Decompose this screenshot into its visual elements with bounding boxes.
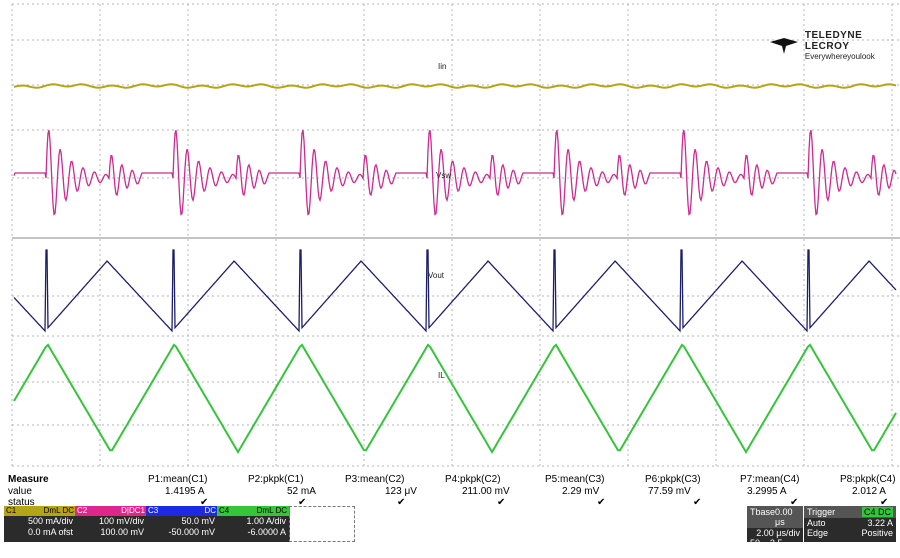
param-name-p8[interactable]: P8:pkpk(C4) [840,474,896,485]
trigger-box[interactable]: Trigger C4 DC Auto 3.22 A Edge Positive [804,506,896,542]
param-value-p8: 2.012 A [852,486,886,497]
il-label: IL [438,371,445,380]
channel-c4-offset: -6.0000 A [247,527,286,537]
channel-c4-vdiv: 1.00 A/div [246,516,286,526]
value-row-label: value [8,486,32,497]
grid-lines [11,3,900,467]
param-status-p8: ✔ [880,497,889,508]
trigger-mode: Auto [807,518,826,528]
param-value-p2: 52 mA [287,486,316,497]
timebase-rate: 2.5 GS/s [769,538,790,558]
waveforms [13,83,897,454]
trigger-type: Edge [807,528,829,538]
trigger-slope: Positive [861,528,893,538]
param-status-p4: ✔ [497,497,506,508]
channel-c4-box[interactable]: C4 DmL DC 1.00 A/div -6.0000 A [217,506,290,542]
param-value-p7: 3.2995 A [747,486,787,497]
param-name-p7[interactable]: P7:mean(C4) [740,474,800,485]
param-status-p7: ✔ [790,497,799,508]
timebase-label: Tbase [750,507,776,517]
measure-table: Measure P1:mean(C1) P2:pkpk(C1) P3:mean(… [0,470,900,510]
channel-c3-box[interactable]: C3 DC 50.0 mV -50.000 mV [146,506,219,542]
vsw-label: Vsw [436,171,451,180]
channel-c2-tag: D|DC1 [121,506,145,515]
param-value-p1: 1.4195 A [165,486,205,497]
channel-c2-offset: 100.00 mV [100,527,144,537]
measure-header: Measure [8,474,49,485]
timebase-box[interactable]: Tbase 0.00 μs 2.00 μs/div 50 kS 2.5 GS/s [747,506,803,558]
channel-c1-id: C1 [6,506,17,515]
param-value-p3: 123 μV [385,486,417,497]
param-name-p5[interactable]: P5:mean(C3) [545,474,605,485]
trigger-label: Trigger [807,507,836,517]
logo-tagline: Everywhereyoulook [804,52,875,61]
param-name-p6[interactable]: P6:pkpk(C3) [645,474,701,485]
channel-c2-vdiv: 100 mV/div [98,516,144,526]
param-status-p5: ✔ [597,497,606,508]
channel-c4-tag: DmL DC [256,506,287,515]
param-name-p3[interactable]: P3:mean(C2) [345,474,405,485]
teledyne-logo: TELEDYNE LECROY Everywhereyoulook [770,30,900,61]
param-name-p1[interactable]: P1:mean(C1) [148,474,208,485]
channel-c1-offset: 0.0 mA ofst [27,527,73,537]
timebase-tdiv: 2.00 μs/div [756,528,800,538]
status-row-label: status [8,497,35,508]
logo-icon [770,37,798,54]
channel-c1-box[interactable]: C1 DmL DC 500 mA/div 0.0 mA ofst [4,506,77,542]
channel-c3-tag: DC [204,506,216,515]
channel-c3-offset: -50.000 mV [168,527,215,537]
trigger-level: 3.22 A [867,518,893,528]
channel-c2-id: C2 [77,506,88,515]
vout-waveform [13,249,897,333]
param-status-p1: ✔ [200,497,209,508]
empty-channel-slot[interactable] [289,506,355,542]
channel-c1-tag: DmL DC [43,506,74,515]
param-status-p2: ✔ [298,497,307,508]
param-value-p6: 77.59 mV [648,486,691,497]
trace-labels: Iin Vsw Vout IL [428,62,451,380]
channel-c1-vdiv: 500 mA/div [27,516,73,526]
param-status-p3: ✔ [397,497,406,508]
logo-brand: TELEDYNE LECROY [804,30,863,52]
timebase-delay: 0.00 μs [775,507,793,527]
channel-c3-id: C3 [148,506,159,515]
channel-c3-vdiv: 50.0 mV [181,516,215,526]
channel-c4-id: C4 [219,506,230,515]
param-name-p2[interactable]: P2:pkpk(C1) [248,474,304,485]
il-waveform [13,343,897,454]
param-status-p6: ✔ [693,497,702,508]
iin-waveform [13,83,897,89]
trigger-source: C4 DC [861,507,893,517]
vsw-waveform [13,129,897,216]
waveform-grid: Iin Vsw Vout IL [11,3,900,467]
channel-c2-box[interactable]: C2 D|DC1 100 mV/div 100.00 mV [75,506,148,542]
timebase-samples: 50 kS [750,538,761,558]
param-value-p5: 2.29 mV [562,486,600,497]
vout-label: Vout [428,271,445,280]
iin-label: Iin [438,62,446,71]
param-value-p4: 211.00 mV [462,486,510,497]
param-name-p4[interactable]: P4:pkpk(C2) [445,474,501,485]
